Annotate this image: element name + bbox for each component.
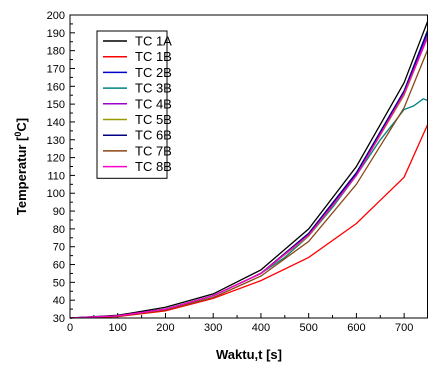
x-tick-label: 600 — [347, 322, 365, 334]
y-tick-label: 160 — [47, 81, 65, 93]
x-tick-label: 100 — [109, 322, 127, 334]
legend-label: TC 5B — [135, 112, 172, 127]
axis-ticks: 0 100 200 300 400 500 600 700 30 40 50 60 70 80 90 100 1… — [47, 10, 414, 334]
x-tick-label: 500 — [299, 322, 317, 334]
y-tick-label: 130 — [47, 135, 65, 147]
y-axis-title-sup: 0 — [13, 132, 23, 137]
series-line — [69, 36, 428, 319]
legend-label: TC 1A — [135, 34, 172, 49]
y-tick-label: 110 — [47, 170, 65, 182]
series-line — [69, 20, 428, 319]
legend-label: TC 4B — [135, 96, 172, 111]
x-axis-title: Waktu,t [s] — [216, 347, 282, 362]
series-lines — [69, 20, 428, 319]
legend-label: TC 7B — [135, 143, 172, 158]
x-tick-label: 400 — [252, 322, 270, 334]
y-tick-label: 180 — [47, 46, 65, 58]
y-tick-label: 50 — [53, 277, 65, 289]
y-axis-title-end: C] — [14, 118, 29, 132]
x-tick-label: 300 — [204, 322, 222, 334]
y-tick-label: 200 — [47, 10, 65, 22]
legend-box — [96, 30, 168, 179]
y-tick-label: 190 — [47, 28, 65, 40]
y-tick-label: 60 — [53, 260, 65, 272]
y-tick-label: 80 — [53, 224, 65, 236]
legend-label: TC 3B — [135, 81, 172, 96]
y-tick-label: 140 — [47, 117, 65, 129]
y-tick-label: 170 — [47, 63, 65, 75]
y-tick-label: 40 — [53, 295, 65, 307]
legend-label: TC 1B — [135, 49, 172, 64]
y-tick-label: 100 — [47, 188, 65, 200]
x-tick-label: 200 — [156, 322, 174, 334]
y-tick-label: 70 — [53, 242, 65, 254]
legend-label: TC 8B — [135, 159, 172, 174]
y-axis-title: Temperatur [0C] — [13, 118, 29, 215]
legend-label: TC 2B — [135, 65, 172, 80]
x-tick-label: 700 — [395, 322, 413, 334]
y-axis-title-main: Temperatur [ — [14, 136, 29, 215]
y-tick-label: 90 — [53, 206, 65, 218]
y-tick-label: 120 — [47, 153, 65, 165]
y-tick-label: 30 — [53, 313, 65, 325]
y-tick-label: 150 — [47, 99, 65, 111]
x-tick-label: 0 — [67, 322, 73, 334]
legend-label: TC 6B — [135, 128, 172, 143]
